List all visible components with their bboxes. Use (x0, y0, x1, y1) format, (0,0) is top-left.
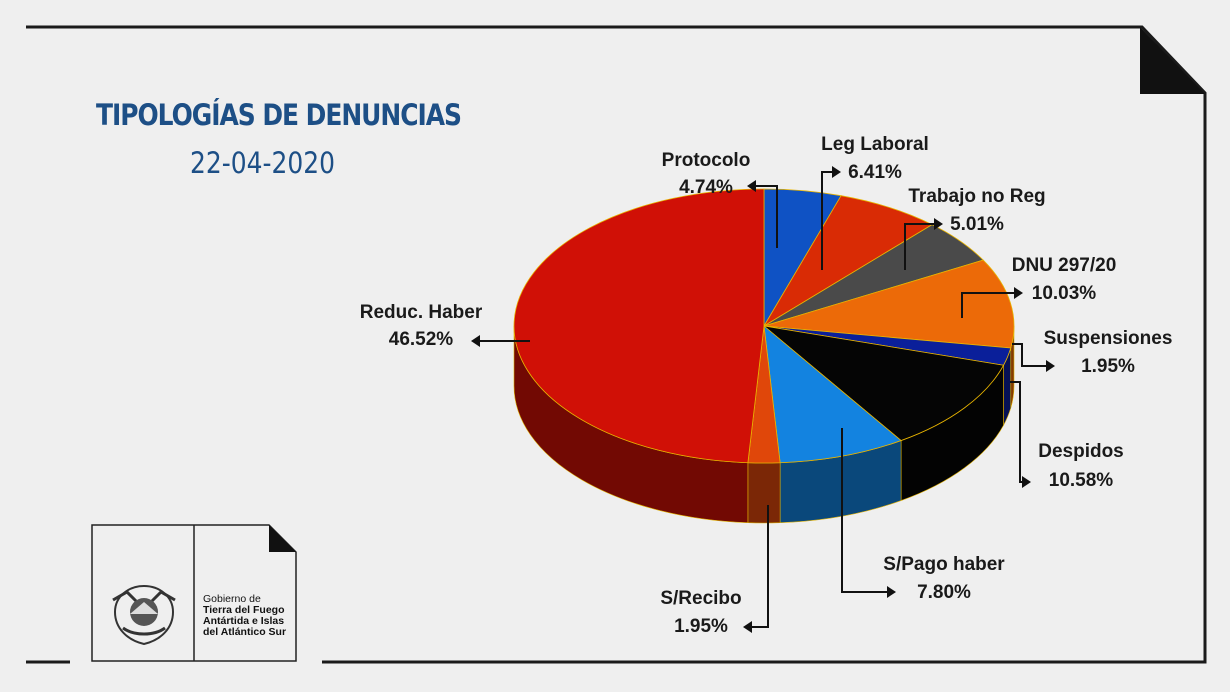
chart-title: TIPOLOGÍAS DE DENUNCIAS (96, 98, 462, 132)
pie-slice-reduc-haber (513, 188, 765, 464)
logo-line: Gobierno de (203, 593, 261, 605)
pie-slice-dnu-297-20 (763, 259, 1015, 349)
slice-value-suspensiones: 1.95% (1081, 356, 1135, 377)
logo-line: del Atlántico Sur (203, 626, 287, 638)
slice-label-s-pago-haber: S/Pago haber (883, 554, 1005, 575)
arrow-head-icon (743, 621, 752, 633)
slice-label-despidos: Despidos (1038, 441, 1124, 462)
page-corner-fold (1140, 27, 1205, 94)
arrow-head-icon (1014, 287, 1023, 299)
slice-value-leg-laboral: 6.41% (848, 162, 902, 183)
slice-value-protocolo: 4.74% (679, 177, 733, 198)
slice-value-trabajo-no-reg: 5.01% (950, 214, 1004, 235)
connector-s-recibo (746, 505, 769, 628)
connector-suspensiones (1012, 343, 1052, 367)
arrow-head-icon (471, 335, 480, 347)
logo-line: Antártida e Islas (203, 615, 285, 627)
slice-value-s-pago-haber: 7.80% (917, 582, 971, 603)
slice-value-s-recibo: 1.95% (674, 616, 728, 637)
arrow-head-icon (1022, 476, 1031, 488)
pie-side-s-recibo (747, 462, 781, 524)
slice-label-leg-laboral: Leg Laboral (821, 134, 929, 155)
slice-label-suspensiones: Suspensiones (1044, 328, 1173, 349)
slice-label-trabajo-no-reg: Trabajo no Reg (908, 186, 1045, 207)
government-logo (91, 524, 297, 662)
chart-date: 22-04-2020 (190, 146, 335, 180)
arrow-head-icon (1046, 360, 1055, 372)
coat-of-arms-icon (112, 584, 176, 646)
arrow-head-icon (747, 180, 756, 192)
slice-label-reduc-haber: Reduc. Haber (360, 302, 483, 323)
slice-value-dnu-297-20: 10.03% (1032, 283, 1097, 304)
arrow-head-icon (887, 586, 896, 598)
pie-slice-despidos (762, 325, 1005, 442)
arrow-head-icon (934, 218, 943, 230)
connector-s-pago-haber (841, 428, 893, 593)
logo-line: Tierra del Fuego (203, 604, 285, 616)
connector-dnu-297-20 (961, 292, 1020, 318)
slice-label-protocolo: Protocolo (662, 150, 751, 171)
connector-trabajo-no-reg (904, 223, 940, 270)
connector-protocolo (750, 185, 778, 248)
slice-label-dnu-297-20: DNU 297/20 (1012, 255, 1117, 276)
arrow-head-icon (832, 166, 841, 178)
slice-value-reduc-haber: 46.52% (389, 329, 454, 350)
pie-slice-s-pago-haber (763, 325, 902, 464)
government-logo-text: Gobierno de Tierra del Fuego Antártida e… (203, 594, 286, 638)
slice-label-s-recibo: S/Recibo (660, 588, 741, 609)
slice-value-despidos: 10.58% (1049, 470, 1114, 491)
